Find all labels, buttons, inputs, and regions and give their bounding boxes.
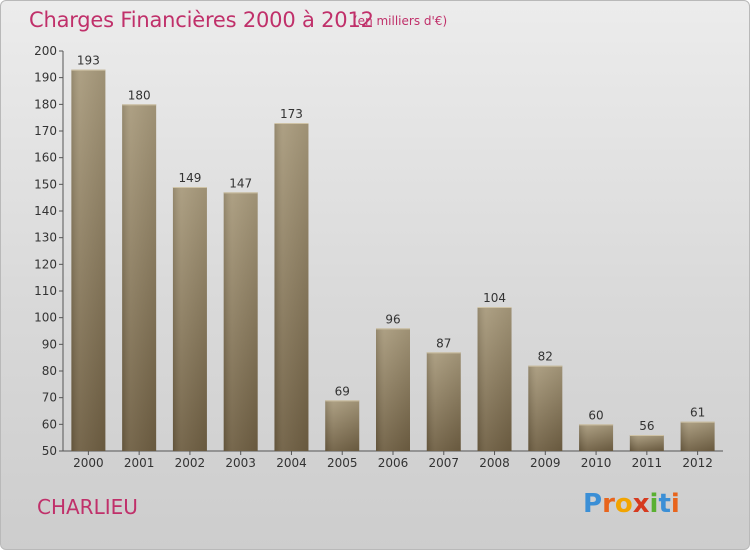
bar-shade-2010: [579, 424, 614, 451]
data-label: 96: [385, 312, 400, 326]
y-tick-label: 140: [34, 204, 57, 218]
logo-letter: P: [583, 489, 603, 519]
data-label: 61: [690, 406, 705, 420]
commune-name: CHARLIEU: [37, 495, 138, 519]
y-tick-label: 170: [34, 124, 57, 138]
chart-bars: [71, 69, 715, 452]
x-tick-label: 2000: [73, 456, 104, 470]
y-tick-label: 80: [42, 364, 57, 378]
data-label: 147: [229, 176, 252, 190]
y-tick-label: 120: [34, 257, 57, 271]
y-tick-label: 50: [42, 444, 57, 458]
bar-shade-2011: [629, 435, 664, 451]
chart-subtitle: (en milliers d'€): [353, 14, 448, 28]
data-label: 149: [178, 171, 201, 185]
x-tick-label: 2010: [581, 456, 612, 470]
bar-shade-2002: [172, 187, 207, 451]
data-label: 82: [538, 350, 553, 364]
data-label: 87: [436, 336, 451, 350]
x-tick-label: 2012: [682, 456, 713, 470]
bar-shade-2012: [680, 421, 715, 451]
bar-shade-2006: [376, 328, 410, 451]
x-tick-label: 2001: [124, 456, 155, 470]
data-label: 104: [483, 291, 506, 305]
y-tick-label: 160: [34, 151, 57, 165]
x-tick-label: 2003: [225, 456, 256, 470]
data-label: 173: [280, 107, 303, 121]
data-label: 193: [77, 54, 100, 68]
chart-data-labels: 193 180 149 147 173 69 96 87 104 82 60 56 61: [77, 54, 705, 433]
logo-letter: i: [670, 489, 680, 519]
bar-shade-2008: [477, 307, 512, 451]
x-tick-label: 2006: [378, 456, 409, 470]
x-tick-label: 2005: [327, 456, 358, 470]
logo-letter: t: [658, 489, 671, 519]
y-tick-label: 180: [34, 97, 57, 111]
y-tick-label: 200: [34, 44, 57, 58]
x-tick-label: 2008: [479, 456, 510, 470]
bar-shade-2001: [122, 104, 157, 451]
y-tick-label: 60: [42, 417, 57, 431]
y-tick-label: 130: [34, 231, 57, 245]
logo-letter: x: [632, 489, 650, 519]
y-tick-label: 190: [34, 71, 57, 85]
bar-shade-2005: [325, 400, 360, 451]
logo-letter: i: [649, 489, 659, 519]
y-tick-label: 90: [42, 337, 57, 351]
proxiti-logo: Proxiti: [583, 489, 680, 519]
data-label: 56: [639, 419, 654, 433]
x-tick-label: 2011: [632, 456, 663, 470]
logo-letter: o: [614, 489, 633, 519]
data-label: 60: [588, 408, 603, 422]
bar-shade-2007: [426, 352, 461, 451]
x-tick-label: 2007: [428, 456, 459, 470]
chart-axes: 50 60 70 80 90 100 110 120 130 140 150 160 170 180 190…: [34, 44, 723, 470]
bar-shade-2009: [528, 365, 563, 451]
data-label: 180: [128, 88, 151, 102]
data-label: 69: [335, 384, 350, 398]
y-tick-label: 100: [34, 311, 57, 325]
bar-shade-2003: [223, 192, 258, 452]
bar-shade-2000: [71, 69, 106, 452]
bar-shade-2004: [274, 123, 309, 451]
y-tick-label: 110: [34, 284, 57, 298]
logo-letter: r: [602, 489, 615, 519]
x-tick-label: 2009: [530, 456, 561, 470]
x-tick-label: 2004: [276, 456, 307, 470]
chart-title: Charges Financières 2000 à 2012: [29, 8, 374, 32]
y-tick-label: 70: [42, 391, 57, 405]
x-tick-label: 2002: [175, 456, 206, 470]
y-tick-label: 150: [34, 177, 57, 191]
